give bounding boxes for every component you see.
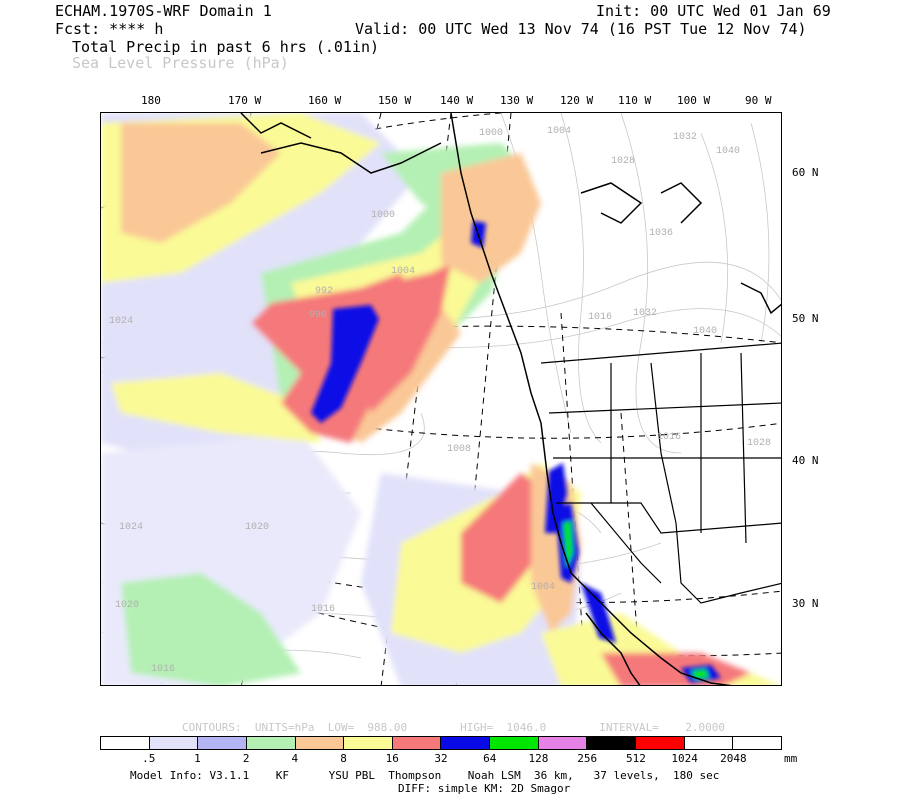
lon-label: 140 W [440,94,474,107]
scale-cell [198,737,247,749]
isobar-label: 1032 [633,308,657,319]
scale-cell [101,737,150,749]
scale-cell [733,737,781,749]
scale-label: 4 [291,752,299,765]
precip-core [311,221,721,683]
scale-cell [246,737,296,749]
isobar-label: 1032 [673,132,697,143]
lon-label: 160 W [308,94,342,107]
lat-label: 40 N [792,454,819,467]
valid-time: Valid: 00 UTC Wed 13 Nov 74 (16 PST Tue … [355,20,807,38]
model-title: ECHAM.1970S-WRF Domain 1 [55,2,272,20]
model-info: Model Info: V3.1.1 KF YSU PBL Thompson N… [130,769,720,782]
isobar-label: 1008 [447,444,471,455]
lon-label: 130 W [500,94,534,107]
isobar-label: 1036 [649,228,673,239]
scale-cell [295,737,345,749]
scale-cell [392,737,442,749]
scale-label: 2048 [720,752,747,765]
isobar-label: 1040 [693,326,717,337]
scale-cell [490,737,539,749]
scale-label: 16 [385,752,399,765]
lat-label: 30 N [792,597,819,610]
isobar-label: 1040 [716,146,740,157]
lon-label: 90 W [745,94,772,107]
isobar-label: 1000 [479,128,503,139]
contour-info: CONTOURS: UNITS=hPa LOW= 988.00 HIGH= 10… [182,721,726,734]
scale-cell [636,737,685,749]
field-slp-label: Sea Level Pressure (hPa) [72,54,289,72]
state-borders [540,342,781,604]
scale-cell [684,737,734,749]
scale-cell [441,737,491,749]
precip-map: 1000 1004 1028 1036 1032 1040 1016 1032 … [100,112,782,686]
scale-label: 32 [434,752,448,765]
scale-label: 128 [528,752,549,765]
lat-label: 50 N [792,312,819,325]
isobar-label: 1004 [531,582,555,593]
lon-label: 110 W [618,94,652,107]
isobar-label: 996 [309,310,327,321]
precip-shading [101,113,779,685]
isobar-label: 1020 [245,522,269,533]
lon-label: 180 [141,94,161,107]
isobar-label: 1004 [547,126,571,137]
scale-label: 8 [340,752,347,765]
isobar-label: 1028 [747,438,771,449]
lon-label: 170 W [228,94,262,107]
isobar-label: 1000 [371,210,395,221]
pressure-labels: 1000 1004 1028 1036 1032 1040 1016 1032 … [109,126,771,675]
lat-label: 60 N [792,166,819,179]
scale-unit: mm [784,752,798,765]
scale-label: 512 [625,752,646,765]
scale-label: 1024 [671,752,698,765]
scale-label: 2 [242,752,250,765]
isobar-label: 992 [315,286,333,297]
scale-label: 256 [577,752,598,765]
model-diff: DIFF: simple KM: 2D Smagor [398,782,571,795]
coastlines [240,113,781,685]
isobar-label: 1016 [588,312,612,323]
scale-cell [149,737,199,749]
isobar-label: 1016 [151,664,175,675]
scale-label: .5 [142,752,156,765]
color-scale [100,736,782,750]
isobar-label: 1016 [657,432,681,443]
isobar-label: 1016 [311,604,335,615]
scale-label: 1 [194,752,201,765]
scale-cell [344,737,393,749]
isobar-label: 1004 [391,266,415,277]
isobar-label: 1024 [119,522,143,533]
scale-label: 64 [483,752,497,765]
map-svg: 1000 1004 1028 1036 1032 1040 1016 1032 … [101,113,781,685]
scale-cell [538,737,588,749]
isobar-label: 1024 [109,316,133,327]
isobar-label: 1020 [115,600,139,611]
lon-label: 150 W [378,94,412,107]
scale-cell [587,737,637,749]
field-precip-label: Total Precip in past 6 hrs (.01in) [72,38,380,56]
forecast-hour: Fcst: **** h [55,20,164,38]
isobar-label: 1028 [611,156,635,167]
init-time: Init: 00 UTC Wed 01 Jan 69 [596,2,831,20]
lon-label: 120 W [560,94,594,107]
lon-label: 100 W [677,94,711,107]
